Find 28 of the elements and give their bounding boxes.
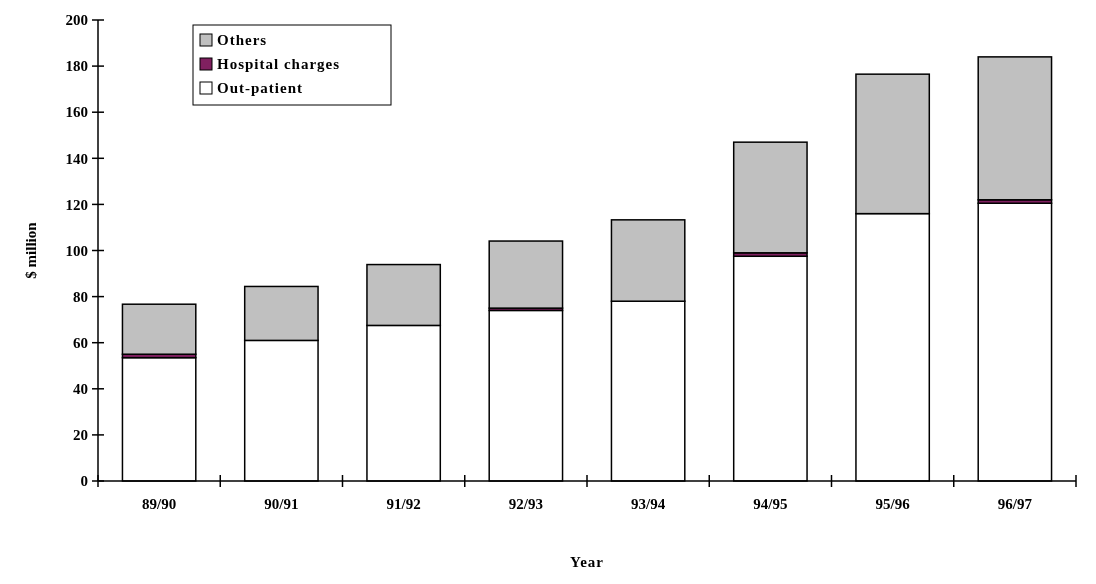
x-tick-label: 91/92 — [386, 496, 421, 512]
bar — [977, 56, 1053, 201]
bar — [488, 240, 564, 309]
legend-label: Out-patient — [217, 80, 303, 97]
y-tick-label: 140 — [65, 150, 88, 167]
x-tick-label: 89/90 — [142, 496, 177, 512]
x-tick-label: 92/93 — [508, 496, 543, 512]
bar — [121, 303, 197, 355]
y-tick-label: 60 — [73, 334, 88, 351]
y-tick-label: 20 — [73, 427, 88, 444]
x-tick-label: 94/95 — [753, 496, 788, 512]
x-tick-label: 90/91 — [264, 496, 299, 512]
legend-label: Hospital charges — [217, 56, 341, 73]
y-tick-label: 0 — [80, 473, 88, 490]
y-axis-title: $ million — [23, 221, 39, 279]
y-tick-label: 180 — [65, 58, 88, 75]
y-tick-label: 100 — [65, 242, 88, 259]
y-tick-label: 120 — [65, 196, 88, 213]
legend-label: Others — [217, 32, 268, 49]
y-tick-label: 200 — [65, 12, 88, 29]
y-tick-label: 40 — [73, 381, 88, 398]
bar — [732, 141, 808, 254]
x-axis-title: Year — [570, 554, 604, 570]
x-tick-label: 93/94 — [631, 496, 666, 512]
y-tick-label: 160 — [65, 104, 88, 121]
x-tick-label: 96/97 — [997, 496, 1033, 512]
y-tick-label: 80 — [73, 288, 88, 305]
x-tick-label: 95/96 — [875, 496, 911, 512]
